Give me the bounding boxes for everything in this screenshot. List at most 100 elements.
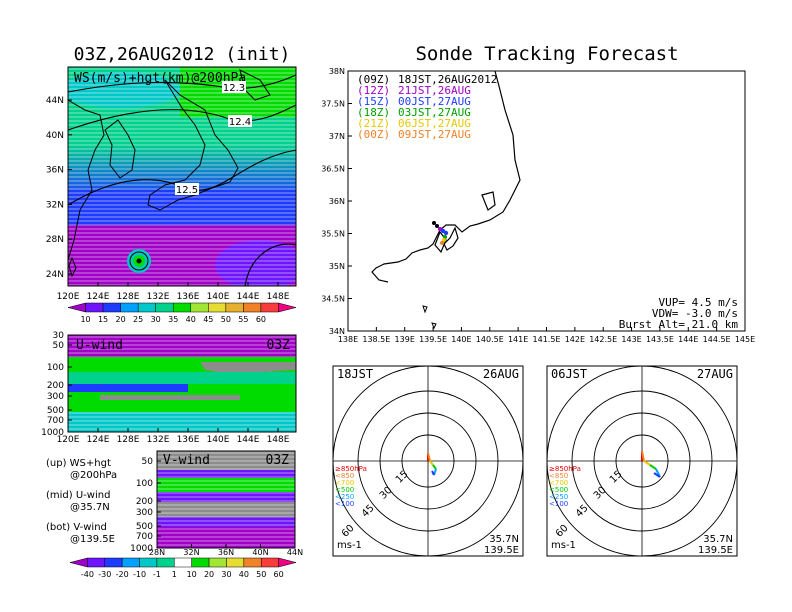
tracking-lon-ticks: 138E 138.5E 139E 139.5E 140E 140.5E 141E 141.5E… — [338, 327, 755, 344]
hodograph-unit: ms-1 — [551, 540, 576, 551]
lon-tick-label: 145E — [735, 335, 755, 344]
colorbar-swatch — [260, 302, 279, 313]
sonde-track-point — [442, 238, 446, 242]
colorbar-swatch — [243, 302, 262, 313]
typhoon-center — [136, 258, 142, 264]
pressure-tick-label: 500 — [47, 406, 64, 416]
hodograph-time: 06JST — [551, 367, 587, 381]
launch-time: 06JST,27AUG — [398, 117, 471, 130]
sonde-parameter: VUP= 4.5 m/s — [659, 296, 738, 309]
hodograph-trace-segment — [649, 464, 657, 470]
colorbar-tick-label: 35 — [168, 315, 178, 324]
lon-tick-label: 132E — [147, 435, 170, 445]
sonde-track-point — [435, 224, 439, 228]
left-map-field-label: WS(m/s)+hgt(km)@200hPa — [74, 71, 246, 86]
lon-tick-label: 143E — [621, 335, 641, 344]
colorbar-swatch — [120, 302, 139, 313]
lon-tick-label: 140E — [207, 292, 230, 302]
hodograph-level-label: <100 — [335, 500, 354, 508]
hodograph-trace-segment — [432, 464, 437, 470]
u-wind-frame — [67, 334, 297, 433]
hodograph-level-label: <700 — [335, 479, 354, 487]
colorbar-tick-label: 15 — [98, 315, 108, 324]
lon-tick-label: 143.5E — [646, 335, 674, 344]
hodograph-level-label: <850 — [549, 472, 568, 480]
lon-tick-label: 142E — [565, 335, 585, 344]
sonde-parameter: Burst Alt= 21.0 km — [619, 318, 739, 331]
legend-note-line2: @139.5E — [70, 534, 115, 545]
sonde-track-point — [443, 230, 449, 236]
lon-tick-label: 128E — [117, 435, 140, 445]
lon-tick-label: 138E — [338, 335, 358, 344]
left-map-lon-ticks: 120E 124E 128E 132E 136E 140E 144E 148E — [57, 282, 290, 302]
colorbar-swatch — [156, 557, 175, 568]
hodograph-level-label: <700 — [549, 479, 568, 487]
lat-tick-label: 34N — [329, 327, 345, 336]
colorbar-tick-label: 50 — [256, 570, 266, 579]
colorbar-tick-label: 45 — [203, 315, 213, 324]
hodograph-level-label: ≥850hPa — [549, 465, 581, 473]
colorbar-tick-label: 10 — [187, 570, 197, 579]
colorbar-tick-label: 55 — [238, 315, 248, 324]
launch-run: (18Z) — [357, 106, 390, 119]
pressure-tick-label: 700 — [47, 416, 64, 426]
contour-label: 12.5 — [176, 185, 198, 196]
colorbar-swatch — [104, 557, 123, 568]
colorbar-swatch — [137, 302, 156, 313]
lon-tick-label: 138.5E — [362, 335, 390, 344]
pressure-tick-label: 1000 — [130, 544, 153, 554]
launch-time: 18JST,26AUG2012 — [398, 73, 497, 86]
lat-tick-label: 35N — [329, 262, 345, 271]
colorbar-tick-label: 30 — [221, 570, 231, 579]
lat-tick-label: 44N — [46, 96, 64, 106]
lon-tick-label: 148E — [267, 435, 290, 445]
hodograph-level-label: <500 — [549, 486, 568, 494]
lat-tick-label: 28N — [149, 548, 165, 557]
lat-tick-label: 36N — [46, 166, 64, 176]
lon-tick-label: 120E — [57, 292, 80, 302]
hodograph-trace-segment — [653, 472, 661, 478]
lat-tick-label: 37.5N — [321, 100, 345, 109]
launch-run: (15Z) — [357, 95, 390, 108]
colorbar-swatch — [278, 302, 297, 313]
lon-tick-label: 140E — [451, 335, 471, 344]
lon-tick-label: 148E — [267, 292, 290, 302]
coastline-taiwan — [68, 256, 77, 278]
wind-speed-map — [68, 67, 296, 286]
hodograph-level-label: <250 — [335, 493, 354, 501]
lat-tick-label: 24N — [46, 270, 64, 280]
colorbar-tick-label: 10 — [80, 315, 90, 324]
coastline-korea — [104, 119, 136, 179]
lon-tick-label: 132E — [147, 292, 170, 302]
hodograph-level-label: <850 — [335, 472, 354, 480]
pressure-tick-label: 700 — [136, 532, 153, 542]
u-wind-label: U-wind — [76, 338, 123, 353]
contour-labels: 12.3 12.4 12.5 — [175, 81, 252, 196]
lon-tick-label: 139.5E — [419, 335, 447, 344]
coastline-china — [68, 99, 105, 261]
colorbar-swatch — [85, 302, 104, 313]
height-contour-typhoon — [244, 243, 296, 286]
u-wind-lon-ticks: 120E 124E 128E 132E 136E 140E 144E 148E — [57, 428, 290, 445]
hodograph-location: 139.5E — [484, 545, 519, 556]
lon-tick-label: 140.5E — [476, 335, 504, 344]
hodograph-trace-segment — [641, 450, 645, 462]
u-wind-time: 03Z — [267, 338, 291, 353]
pressure-tick-label: 200 — [136, 497, 153, 507]
launch-time: 00JST,27AUG — [398, 95, 471, 108]
v-wind-section — [157, 451, 295, 548]
lon-tick-label: 144.5E — [703, 335, 731, 344]
sonde-tracks — [432, 221, 449, 245]
colorbar-swatch — [226, 557, 245, 568]
hodograph-time: 18JST — [337, 367, 373, 381]
lat-tick-label: 36.5N — [321, 165, 345, 174]
height-contour-12.3 — [68, 74, 296, 93]
pressure-tick-label: 300 — [47, 392, 64, 402]
colorbar-swatch — [121, 557, 140, 568]
colorbar-tick-label: 25 — [133, 315, 143, 324]
pressure-tick-label: 500 — [136, 522, 153, 532]
